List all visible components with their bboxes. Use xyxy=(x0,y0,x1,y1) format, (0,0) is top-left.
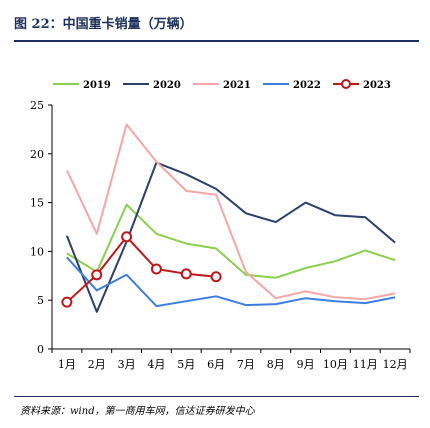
x-tick-label: 11月 xyxy=(353,358,378,371)
legend: 2019 2020 2021 2022 2023 xyxy=(53,79,391,91)
legend-label-2019: 2019 xyxy=(83,80,111,91)
legend-label-2022: 2022 xyxy=(293,80,321,91)
y-tick-label: 25 xyxy=(30,99,44,112)
x-tick-label: 12月 xyxy=(383,358,408,371)
x-tick-label: 10月 xyxy=(323,358,348,371)
title-divider xyxy=(14,40,419,42)
y-tick-label: 15 xyxy=(30,197,44,210)
legend-label-2020: 2020 xyxy=(153,80,181,91)
data-point-2023 xyxy=(210,271,222,283)
data-point-2023 xyxy=(61,296,73,308)
series-line-2021 xyxy=(65,123,396,301)
x-tick-label: 1月 xyxy=(58,358,76,371)
y-tick-label: 20 xyxy=(30,148,44,161)
chart-title: 图 22：中国重卡销量（万辆） xyxy=(14,17,193,32)
data-point-2023 xyxy=(91,269,103,281)
series-group xyxy=(61,123,396,313)
x-tick-label: 3月 xyxy=(118,358,136,371)
source-note: 资料来源：wind，第一商用车网，信达证券研发中心 xyxy=(20,406,255,417)
y-tick-label: 10 xyxy=(30,245,44,258)
axes: 0 5 10 15 20 25 1月 2月 3月 4月 5月 6月 7月 8月 9月 10月 11月 12月 xyxy=(30,99,411,371)
x-tick-label: 7月 xyxy=(237,358,255,371)
data-point-2023 xyxy=(121,231,133,243)
x-tick-label: 8月 xyxy=(267,358,285,371)
y-tick-label: 5 xyxy=(37,294,44,307)
series-line-2022 xyxy=(66,256,396,308)
legend-label-2021: 2021 xyxy=(223,80,251,91)
data-point-2023 xyxy=(180,268,192,280)
legend-label-2023: 2023 xyxy=(363,80,391,91)
source-divider xyxy=(14,396,419,397)
data-point-2023 xyxy=(150,263,162,275)
line-chart: 2019 2020 2021 2022 2023 0 5 10 15 20 25 1月 2月 3月 4月 5… xyxy=(30,79,411,371)
series-line-2019 xyxy=(66,203,396,279)
series-line-2020 xyxy=(65,161,396,313)
x-tick-label: 9月 xyxy=(297,358,315,371)
legend-marker-2023 xyxy=(341,79,351,89)
x-tick-label: 4月 xyxy=(147,358,165,371)
x-tick-label: 2月 xyxy=(88,358,106,371)
x-tick-label: 5月 xyxy=(177,358,195,371)
x-tick-label: 6月 xyxy=(207,358,225,371)
y-tick-label: 0 xyxy=(37,343,44,356)
